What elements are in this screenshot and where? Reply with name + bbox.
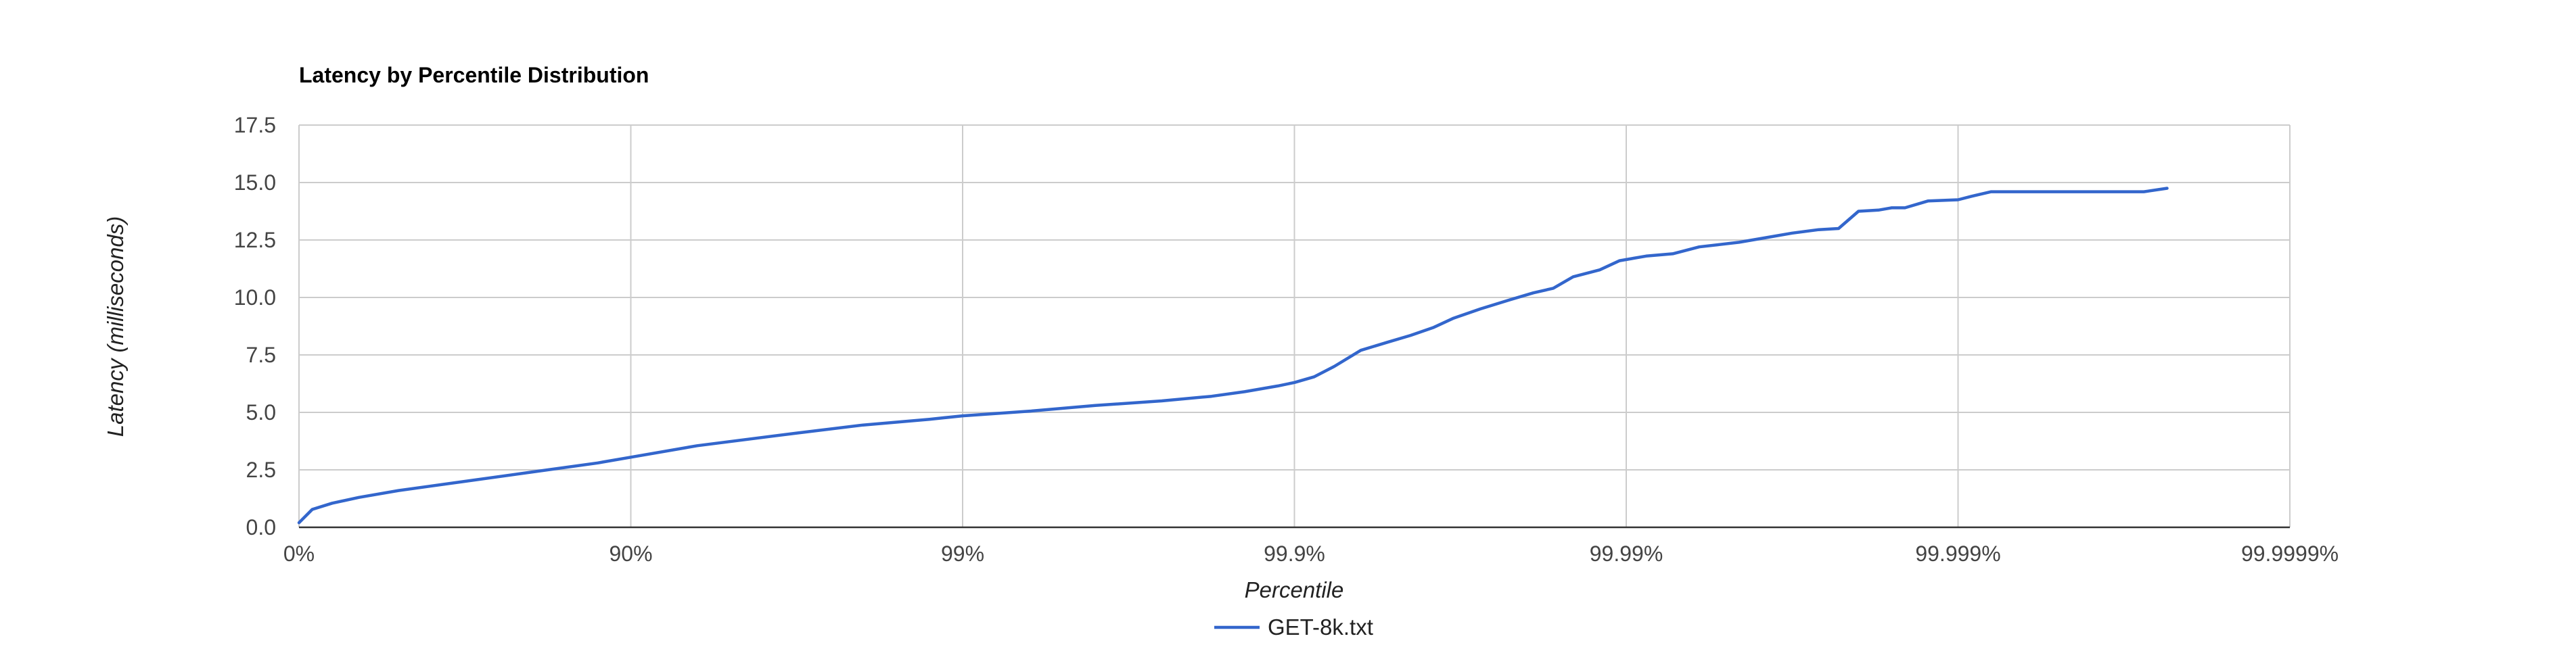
x-tick-label: 99.999% [1915,542,2000,566]
x-axis-title: Percentile [1245,577,1344,602]
chart-title: Latency by Percentile Distribution [299,63,649,87]
x-tick-label: 99.99% [1590,542,1663,566]
x-tick-label: 0% [283,542,315,566]
series-lines [297,187,2169,525]
y-tick-label: 5.0 [246,400,276,425]
legend[interactable]: GET-8k.txt [1214,615,1373,640]
legend-label-get-8k: GET-8k.txt [1268,615,1373,640]
y-tick-label: 17.5 [234,113,276,137]
x-tick-label: 99.9999% [2241,542,2339,566]
y-tick-label: 7.5 [246,343,276,367]
series-line-get-8k[interactable] [297,187,2169,525]
y-axis-title: Latency (milliseconds) [103,216,128,437]
x-axis-ticks: 0% 90% 99% 99.9% 99.99% 99.999% 99.9999% [283,542,2339,566]
y-tick-label: 2.5 [246,458,276,482]
x-tick-label: 99.9% [1264,542,1325,566]
y-tick-label: 0.0 [246,515,276,539]
x-tick-label: 99% [941,542,984,566]
y-tick-label: 12.5 [234,228,276,252]
y-tick-label: 10.0 [234,285,276,310]
y-tick-label: 15.0 [234,170,276,195]
y-axis-ticks: 0.0 2.5 5.0 7.5 10.0 12.5 15.0 17.5 [234,113,276,539]
gridlines [298,124,2291,527]
x-tick-label: 90% [609,542,652,566]
